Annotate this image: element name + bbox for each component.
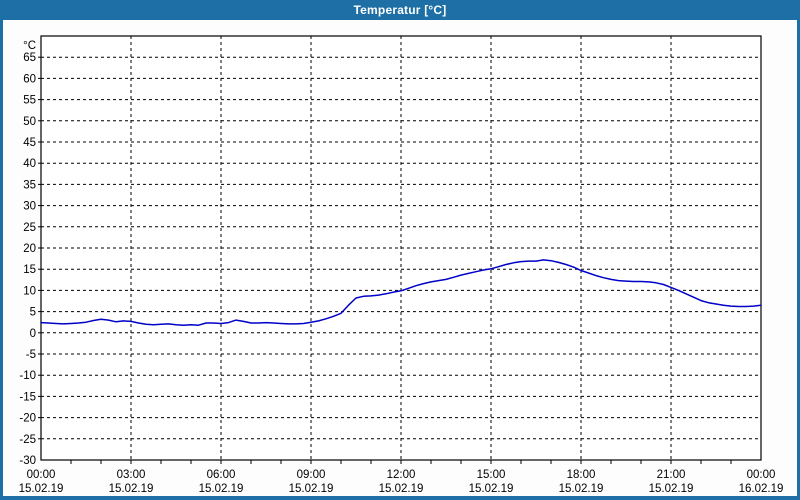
x-axis-time-label: 06:00 bbox=[207, 469, 236, 481]
x-axis-date-label: 15.02.19 bbox=[289, 483, 334, 495]
y-axis-label: -5 bbox=[26, 349, 36, 361]
x-axis-date-label: 16.02.19 bbox=[739, 483, 784, 495]
x-axis-time-label: 18:00 bbox=[567, 469, 596, 481]
x-axis-time-label: 21:00 bbox=[657, 469, 686, 481]
y-axis-label: 60 bbox=[23, 73, 36, 85]
x-axis-date-label: 15.02.19 bbox=[559, 483, 604, 495]
x-axis-date-label: 15.02.19 bbox=[109, 483, 154, 495]
x-axis-date-label: 15.02.19 bbox=[19, 483, 64, 495]
y-axis-label: -10 bbox=[19, 370, 36, 382]
y-axis-unit-label: °C bbox=[23, 40, 36, 52]
y-axis-label: -25 bbox=[19, 434, 36, 446]
x-axis-date-label: 15.02.19 bbox=[199, 483, 244, 495]
y-axis-label: 15 bbox=[23, 264, 36, 276]
y-axis-label: 20 bbox=[23, 243, 36, 255]
x-axis-time-label: 12:00 bbox=[387, 469, 416, 481]
y-axis-label: 25 bbox=[23, 222, 36, 234]
x-axis-time-label: 00:00 bbox=[747, 469, 776, 481]
y-axis-label: 10 bbox=[23, 285, 36, 297]
y-axis-label: 40 bbox=[23, 158, 36, 170]
y-axis-label: 35 bbox=[23, 179, 36, 191]
x-axis-date-label: 15.02.19 bbox=[469, 483, 514, 495]
x-axis-time-label: 00:00 bbox=[27, 469, 56, 481]
y-axis-label: -30 bbox=[19, 455, 36, 467]
y-axis-label: 50 bbox=[23, 116, 36, 128]
title-bar[interactable]: Temperatur [°C] bbox=[0, 0, 800, 20]
x-axis-time-label: 15:00 bbox=[477, 469, 506, 481]
x-axis-date-label: 15.02.19 bbox=[649, 483, 694, 495]
y-axis-label: 5 bbox=[30, 307, 36, 319]
x-axis-time-label: 03:00 bbox=[117, 469, 146, 481]
window-title: Temperatur [°C] bbox=[353, 3, 447, 17]
y-axis-label: 30 bbox=[23, 201, 36, 213]
y-axis-label: 0 bbox=[30, 328, 36, 340]
x-axis-date-label: 15.02.19 bbox=[379, 483, 424, 495]
plot-border bbox=[40, 35, 762, 461]
x-axis-time-label: 09:00 bbox=[297, 469, 326, 481]
temperature-curve bbox=[40, 259, 762, 326]
y-axis-label: 45 bbox=[23, 137, 36, 149]
y-axis-label: -15 bbox=[19, 391, 36, 403]
y-axis-label: 55 bbox=[23, 95, 36, 107]
y-axis-label: -20 bbox=[19, 413, 36, 425]
y-axis-label: 65 bbox=[23, 52, 36, 64]
